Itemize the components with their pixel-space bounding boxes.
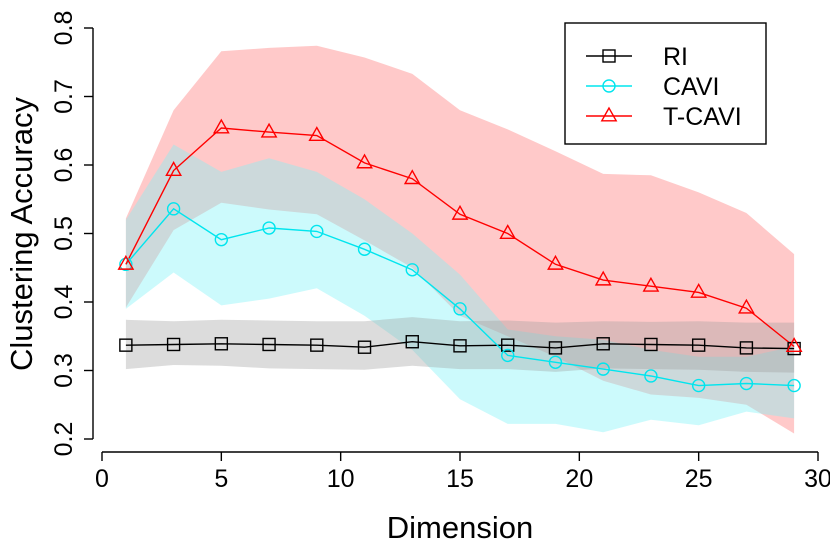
point-ri	[166, 337, 181, 352]
point-cavi	[691, 378, 706, 393]
point-cavi	[548, 355, 563, 369]
y-tick-label: 0.2	[50, 422, 78, 457]
point-cavi	[357, 242, 372, 256]
point-t-cavi	[690, 282, 708, 298]
point-t-cavi	[738, 298, 755, 314]
point-cavi	[596, 362, 610, 376]
point-t-cavi	[356, 153, 373, 169]
y-axis-title: Clustering Accuracy	[4, 97, 39, 371]
point-cavi	[453, 302, 467, 316]
legend-item-ri: RI	[586, 43, 688, 71]
point-t-cavi	[260, 122, 278, 138]
axes: 0 5 10 15 20 25 30 0.2 0.3 0.4 0.5 0.6 0.7 0.8	[50, 11, 830, 493]
point-t-cavi	[594, 270, 612, 286]
point-ri	[548, 341, 563, 355]
point-ri	[310, 338, 324, 352]
y-tick-label: 0.6	[50, 148, 78, 183]
point-cavi	[214, 232, 229, 247]
point-ri	[691, 338, 706, 352]
point-ri	[262, 337, 276, 352]
x-tick-label: 10	[327, 465, 355, 493]
x-axis-title: Dimension	[387, 510, 533, 545]
y-tick-label: 0.4	[50, 285, 78, 320]
point-ri	[119, 338, 133, 352]
point-cavi	[310, 224, 324, 239]
legend-marker	[602, 49, 616, 63]
confidence-bands	[125, 45, 795, 434]
y-tick-label: 0.5	[50, 216, 78, 251]
x-tick-label: 0	[95, 465, 109, 493]
x-tick-label: 30	[804, 465, 830, 493]
series-markers	[117, 118, 803, 393]
x-tick-label: 25	[685, 465, 713, 493]
point-ri	[357, 340, 372, 354]
point-t-cavi	[642, 276, 660, 292]
point-t-cavi	[165, 161, 182, 176]
point-ri	[453, 339, 467, 353]
point-ri	[405, 335, 419, 349]
legend-marker	[600, 106, 618, 122]
point-t-cavi	[308, 126, 326, 142]
point-t-cavi	[403, 169, 421, 185]
y-tick-label: 0.7	[50, 79, 78, 114]
point-t-cavi	[451, 204, 469, 220]
legend-label: RI	[663, 43, 688, 71]
point-ri	[644, 337, 658, 352]
band-t-cavi	[125, 45, 795, 434]
point-t-cavi	[117, 254, 135, 270]
band-ri	[125, 317, 795, 373]
point-t-cavi	[785, 337, 803, 353]
point-cavi	[166, 202, 181, 216]
line-cavi	[125, 207, 795, 387]
point-t-cavi	[547, 254, 564, 270]
point-cavi	[405, 263, 419, 277]
band-cavi	[125, 144, 795, 433]
x-tick-label: 5	[214, 465, 228, 493]
point-cavi	[262, 221, 276, 235]
x-tick-label: 15	[446, 465, 474, 493]
point-ri	[596, 337, 610, 351]
legend-label: CAVI	[663, 73, 720, 101]
legend-box	[564, 22, 767, 145]
series-lines	[125, 127, 795, 387]
point-cavi	[739, 376, 754, 391]
point-cavi	[501, 348, 515, 363]
point-cavi	[644, 369, 658, 383]
legend-marker	[602, 79, 616, 93]
legend-label: T-CAVI	[663, 103, 742, 131]
point-ri	[214, 337, 229, 351]
y-tick-label: 0.8	[50, 11, 78, 46]
line-ri	[125, 340, 795, 350]
point-cavi	[119, 257, 133, 272]
legend-item-cavi: CAVI	[586, 73, 720, 101]
y-tick-label: 0.3	[50, 353, 78, 388]
point-ri	[501, 338, 515, 352]
x-tick-label: 20	[565, 465, 593, 493]
point-ri	[739, 341, 754, 355]
point-t-cavi	[212, 118, 230, 134]
legend-item-t-cavi: T-CAVI	[586, 103, 742, 131]
point-cavi	[787, 378, 801, 393]
line-t-cavi	[125, 127, 795, 348]
point-t-cavi	[499, 224, 517, 240]
